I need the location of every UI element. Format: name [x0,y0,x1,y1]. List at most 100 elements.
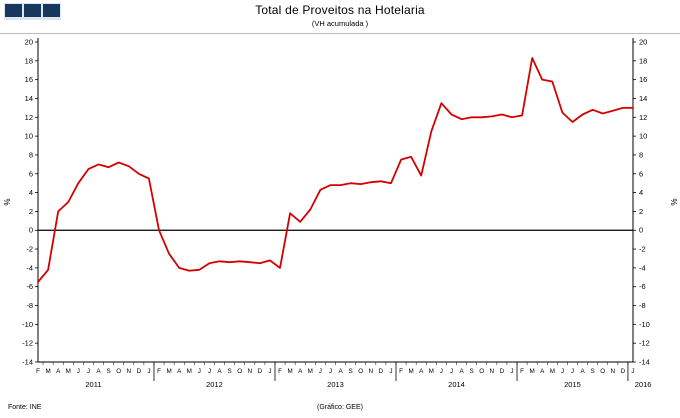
svg-text:D: D [258,368,263,375]
chart-title: Total de Proveitos na Hotelaria [255,3,425,17]
chart-subtitle: (VH acumulada ) [311,19,369,28]
svg-text:J: J [571,368,574,375]
svg-text:%: % [669,198,678,205]
svg-text:F: F [157,368,161,375]
svg-text:2016: 2016 [635,380,652,389]
svg-text:10: 10 [25,132,33,141]
svg-text:M: M [166,368,171,375]
svg-text:-10: -10 [22,320,33,329]
svg-text:2015: 2015 [564,380,581,389]
svg-text:-6: -6 [26,282,33,291]
svg-text:N: N [611,368,616,375]
svg-text:16: 16 [639,75,647,84]
svg-text:%: % [3,198,12,205]
svg-text:4: 4 [639,188,643,197]
svg-text:M: M [308,368,313,375]
svg-text:0: 0 [639,226,643,235]
svg-text:D: D [137,368,142,375]
svg-text:M: M [409,368,414,375]
svg-text:6: 6 [639,169,643,178]
svg-text:-14: -14 [639,358,650,367]
svg-text:A: A [177,368,182,375]
svg-text:-10: -10 [639,320,650,329]
logo-squares-icon [4,3,61,20]
svg-text:M: M [550,368,555,375]
svg-text:-14: -14 [22,358,33,367]
svg-text:A: A [540,368,545,375]
svg-text:J: J [319,368,322,375]
svg-text:-4: -4 [26,263,33,272]
line-chart-svg: -14 -14 -12 -12 -10 -10 -8 -8 -6 -6 -4 -4 -2 -2 0 0 2 2 4 4… [3,38,678,390]
svg-text:D: D [379,368,384,375]
svg-text:-8: -8 [26,301,33,310]
svg-text:J: J [561,368,564,375]
svg-text:D: D [621,368,626,375]
credit-label: (Gráfico: GEE) [317,404,363,411]
svg-text:M: M [287,368,292,375]
svg-text:J: J [450,368,453,375]
svg-text:O: O [237,368,242,375]
svg-text:S: S [106,368,110,375]
svg-text:18: 18 [639,56,647,65]
svg-text:J: J [631,368,634,375]
svg-text:J: J [87,368,90,375]
svg-text:J: J [268,368,271,375]
svg-text:A: A [459,368,464,375]
svg-text:12: 12 [25,113,33,122]
svg-text:M: M [530,368,535,375]
svg-text:2014: 2014 [448,380,465,389]
svg-text:-4: -4 [639,263,646,272]
svg-text:2011: 2011 [85,380,101,389]
svg-text:10: 10 [639,132,647,141]
svg-text:20: 20 [639,38,647,47]
svg-text:J: J [208,368,211,375]
svg-text:M: M [66,368,71,375]
source-label: Fonte: INE [8,404,42,411]
svg-text:8: 8 [639,150,643,159]
svg-text:J: J [510,368,513,375]
svg-text:-2: -2 [26,245,33,254]
svg-text:O: O [479,368,484,375]
svg-text:J: J [440,368,443,375]
svg-text:-12: -12 [639,339,650,348]
svg-text:2013: 2013 [327,380,344,389]
svg-text:M: M [187,368,192,375]
svg-text:16: 16 [25,75,33,84]
svg-text:A: A [580,368,585,375]
chart-footer: Fonte: INE (Gráfico: GEE) [0,400,680,418]
logo-square-icon [43,4,60,17]
svg-text:S: S [470,368,474,375]
svg-text:M: M [429,368,434,375]
svg-text:F: F [399,368,403,375]
svg-text:20: 20 [25,38,33,47]
chart-area: -14 -14 -12 -12 -10 -10 -8 -8 -6 -6 -4 -4 -2 -2 0 0 2 2 4 4… [0,34,680,400]
svg-text:2: 2 [29,207,33,216]
svg-text:A: A [96,368,101,375]
svg-text:O: O [358,368,363,375]
svg-text:18: 18 [25,56,33,65]
svg-text:F: F [278,368,282,375]
svg-text:A: A [217,368,222,375]
svg-text:-8: -8 [639,301,646,310]
svg-text:N: N [490,368,495,375]
svg-text:O: O [600,368,605,375]
svg-text:J: J [389,368,392,375]
logo-square-icon [24,4,41,17]
svg-text:14: 14 [25,94,33,103]
svg-text:-6: -6 [639,282,646,291]
svg-text:M: M [45,368,50,375]
svg-text:J: J [329,368,332,375]
svg-text:F: F [520,368,524,375]
svg-text:12: 12 [639,113,647,122]
svg-text:A: A [419,368,424,375]
svg-text:S: S [228,368,232,375]
svg-text:J: J [147,368,150,375]
logo-square-icon [5,4,22,17]
svg-text:6: 6 [29,169,33,178]
svg-text:O: O [116,368,121,375]
svg-text:4: 4 [29,188,33,197]
svg-text:D: D [500,368,505,375]
svg-text:8: 8 [29,150,33,159]
svg-text:0: 0 [29,226,33,235]
